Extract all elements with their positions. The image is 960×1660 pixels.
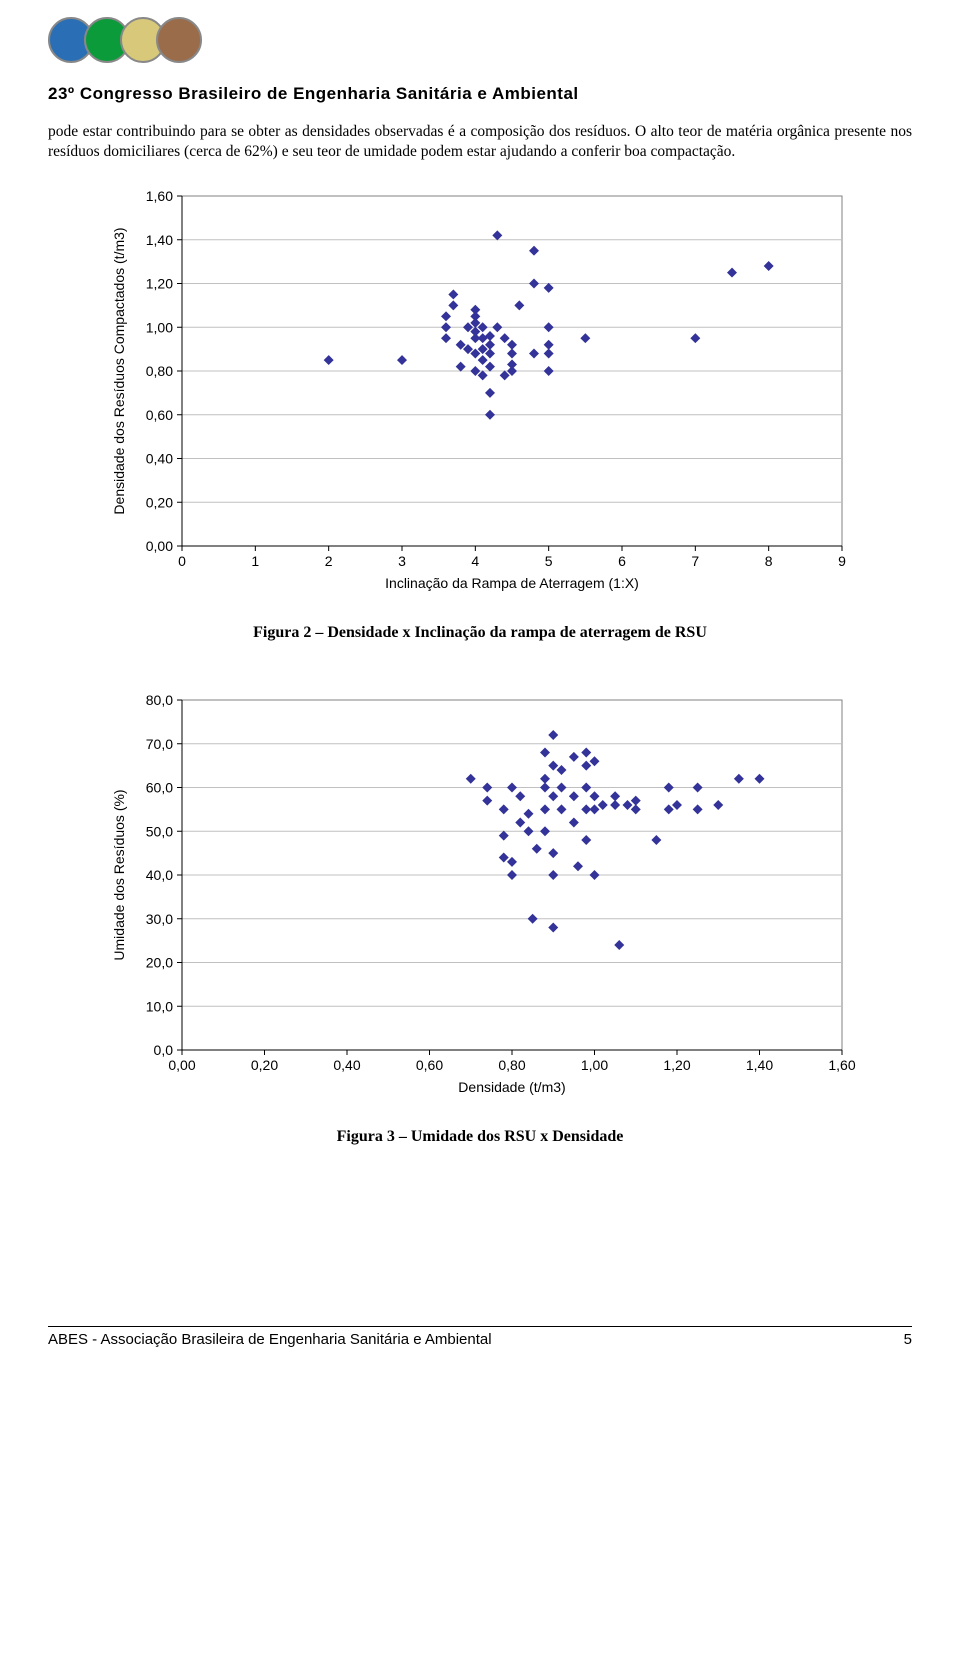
svg-text:1: 1 xyxy=(251,553,259,569)
figure-2-svg: 0,00 0,20 0,40 0,60 0,80 1,00 1,20 1,40 1,60 0 1 2 3… xyxy=(100,186,860,606)
svg-text:50,0: 50,0 xyxy=(146,823,173,839)
svg-text:1,20: 1,20 xyxy=(146,275,173,291)
svg-text:30,0: 30,0 xyxy=(146,910,173,926)
svg-text:7: 7 xyxy=(691,553,699,569)
svg-text:0,60: 0,60 xyxy=(416,1057,443,1073)
svg-text:1,40: 1,40 xyxy=(146,231,173,247)
svg-text:0,80: 0,80 xyxy=(498,1057,525,1073)
svg-text:0,20: 0,20 xyxy=(251,1057,278,1073)
svg-text:1,00: 1,00 xyxy=(581,1057,608,1073)
figure-3-scatter: 0,0 10,0 20,0 30,0 40,0 50,0 60,0 70,0 80,0 0,00 0… xyxy=(48,690,912,1110)
svg-text:9: 9 xyxy=(838,553,846,569)
svg-text:0,40: 0,40 xyxy=(333,1057,360,1073)
event-title: 23º Congresso Brasileiro de Engenharia S… xyxy=(48,84,912,104)
svg-text:Densidade (t/m3): Densidade (t/m3) xyxy=(458,1079,565,1095)
svg-text:0,80: 0,80 xyxy=(146,363,173,379)
svg-text:10,0: 10,0 xyxy=(146,998,173,1014)
svg-text:1,60: 1,60 xyxy=(146,188,173,204)
figure-2-scatter: 0,00 0,20 0,40 0,60 0,80 1,00 1,20 1,40 1,60 0 1 2 3… xyxy=(48,186,912,606)
svg-text:Umidade dos Resíduos (%): Umidade dos Resíduos (%) xyxy=(111,789,127,960)
svg-text:40,0: 40,0 xyxy=(146,867,173,883)
svg-text:Inclinação da Rampa de Aterrag: Inclinação da Rampa de Aterragem (1:X) xyxy=(385,575,639,591)
svg-text:80,0: 80,0 xyxy=(146,692,173,708)
svg-text:6: 6 xyxy=(618,553,626,569)
logo-4 xyxy=(156,17,202,63)
svg-text:0,20: 0,20 xyxy=(146,494,173,510)
svg-text:0,40: 0,40 xyxy=(146,450,173,466)
svg-text:70,0: 70,0 xyxy=(146,735,173,751)
page-number: 5 xyxy=(904,1331,912,1348)
svg-text:0,60: 0,60 xyxy=(146,406,173,422)
svg-text:20,0: 20,0 xyxy=(146,954,173,970)
svg-text:8: 8 xyxy=(765,553,773,569)
svg-text:0,00: 0,00 xyxy=(168,1057,195,1073)
footer: ABES - Associação Brasileira de Engenhar… xyxy=(48,1331,912,1348)
figure-2-caption: Figura 2 – Densidade x Inclinação da ram… xyxy=(48,624,912,642)
svg-text:0,0: 0,0 xyxy=(154,1042,174,1058)
figure-3-caption: Figura 3 – Umidade dos RSU x Densidade xyxy=(48,1128,912,1146)
svg-text:2: 2 xyxy=(325,553,333,569)
svg-text:3: 3 xyxy=(398,553,406,569)
svg-text:0: 0 xyxy=(178,553,186,569)
svg-text:Densidade dos Resíduos Compact: Densidade dos Resíduos Compactados (t/m3… xyxy=(111,227,127,514)
footer-rule xyxy=(48,1326,912,1327)
svg-text:1,40: 1,40 xyxy=(746,1057,773,1073)
svg-text:4: 4 xyxy=(471,553,479,569)
svg-text:60,0: 60,0 xyxy=(146,779,173,795)
svg-text:1,00: 1,00 xyxy=(146,319,173,335)
svg-text:1,20: 1,20 xyxy=(663,1057,690,1073)
svg-text:0,00: 0,00 xyxy=(146,538,173,554)
svg-text:5: 5 xyxy=(545,553,553,569)
header-logos xyxy=(48,10,912,70)
figure-3-svg: 0,0 10,0 20,0 30,0 40,0 50,0 60,0 70,0 80,0 0,00 0… xyxy=(100,690,860,1110)
footer-text: ABES - Associação Brasileira de Engenhar… xyxy=(48,1331,492,1348)
svg-text:1,60: 1,60 xyxy=(828,1057,855,1073)
body-paragraph: pode estar contribuindo para se obter as… xyxy=(48,122,912,162)
